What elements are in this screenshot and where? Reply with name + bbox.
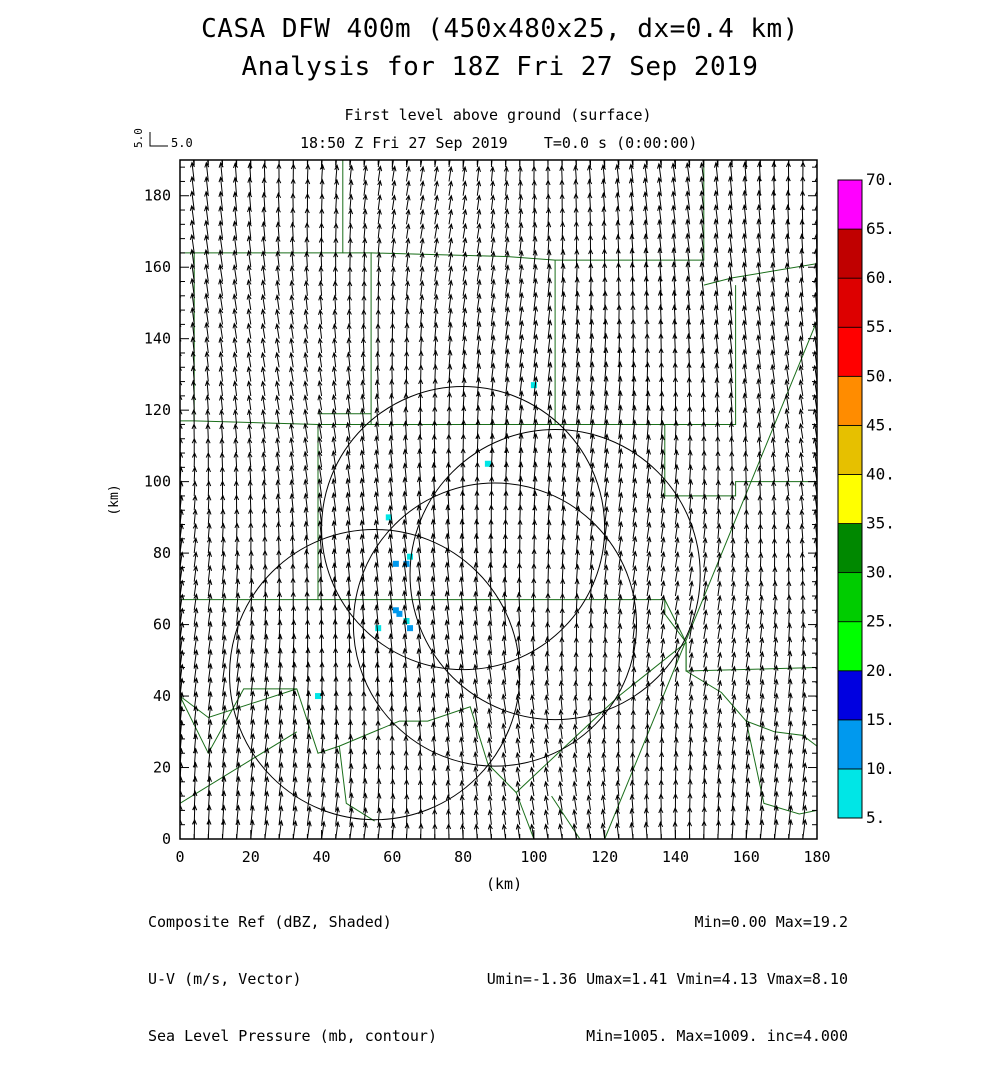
wind-vectors (180, 160, 817, 839)
colorbar-swatch (837, 326, 863, 377)
colorbar-label: 5. (866, 808, 885, 827)
x-tick-label: 60 (383, 848, 401, 866)
county-boundaries (180, 160, 817, 839)
colorbar-label: 30. (866, 563, 895, 582)
colorbar-label: 45. (866, 415, 895, 434)
field-legend: Composite Ref (dBZ, Shaded) U-V (m/s, Ve… (148, 875, 437, 1065)
colorbar-swatch (837, 375, 863, 426)
colorbar-swatch (837, 670, 863, 721)
reflectivity-cell (392, 607, 399, 614)
colorbar-label: 25. (866, 612, 895, 631)
reflectivity-cell (484, 460, 491, 467)
county-boundary-line (318, 285, 737, 425)
reflectivity-cell (375, 625, 382, 632)
range-circles (229, 386, 701, 821)
y-tick-label: 180 (144, 187, 171, 205)
x-tick-label: 80 (454, 848, 472, 866)
wind-vector-field (180, 160, 817, 839)
x-tick-label: 40 (313, 848, 331, 866)
field-reflectivity-label: Composite Ref (dBZ, Shaded) (148, 913, 392, 931)
y-tick-label: 40 (153, 687, 171, 705)
colorbar-label: 55. (866, 317, 895, 336)
colorbar-label: 60. (866, 268, 895, 287)
x-tick-label: 180 (803, 848, 830, 866)
colorbar: 5. 10. 15. 20. 25. 30. 35. 40. 45. 50. 55. 60. 65. 70… (837, 170, 895, 827)
reflectivity-cell (315, 693, 322, 700)
x-tick-label: 20 (242, 848, 260, 866)
colorbar-swatch (837, 424, 863, 475)
colorbar-swatch (837, 474, 863, 524)
colorbar-label: 70. (866, 170, 895, 189)
radar-range-circle (352, 482, 638, 767)
y-tick-label: 80 (153, 544, 171, 562)
colorbar-swatch (837, 768, 863, 819)
plot-axes: 0 20 40 60 80 100 120 140 160 180 0 20 40 60 80 100 120 1… (107, 159, 831, 866)
chart-canvas: 0 20 40 60 80 100 120 140 160 180 0 20 40 60 80 100 120 1… (107, 128, 895, 866)
x-tick-label: 100 (520, 848, 547, 866)
colorbar-swatch (837, 523, 863, 574)
colorbar-label: 35. (866, 514, 895, 533)
stats-pressure: Min=1005. Max=1009. inc=4.000 (586, 1027, 848, 1045)
county-boundary-line (338, 746, 375, 822)
stats-wind: Umin=-1.36 Umax=1.41 Vmin=4.13 Vmax=8.10 (486, 970, 848, 988)
reference-vector: 5.0 5.0 (132, 128, 193, 150)
colorbar-label: 10. (866, 759, 895, 778)
reference-vector-arrow (149, 132, 168, 147)
colorbar-swatch (837, 228, 863, 279)
stats-reflectivity: Min=0.00 Max=19.2 (694, 913, 848, 931)
x-axis-unit: (km) (486, 875, 523, 893)
colorbar-swatch (837, 277, 863, 328)
radar-range-circle (321, 386, 606, 671)
reflectivity-cell (530, 382, 537, 389)
x-tick-label: 160 (733, 848, 760, 866)
colorbar-label: 40. (866, 464, 895, 483)
county-boundary-line (664, 599, 817, 672)
reflectivity-cell (407, 553, 414, 560)
field-stats: Min=0.00 Max=19.2 Umin=-1.36 Umax=1.41 V… (487, 875, 848, 1065)
chart-title: CASA DFW 400m (450x480x25, dx=0.4 km) (201, 14, 799, 44)
county-boundary-line (180, 420, 319, 601)
colorbar-label: 15. (866, 710, 895, 729)
county-boundary-line (745, 720, 817, 815)
county-boundary-line (664, 424, 817, 497)
colorbar-label: 50. (866, 366, 895, 385)
county-boundary-line (318, 252, 372, 415)
radar-range-circle (409, 428, 701, 721)
county-boundary-line (604, 320, 817, 839)
y-axis-label: (km) (107, 484, 122, 515)
y-tick-label: 20 (153, 759, 171, 777)
chart-subtitle-analysis: Analysis for 18Z Fri 27 Sep 2019 (241, 52, 759, 82)
x-tick-label: 120 (591, 848, 618, 866)
colorbar-label: 65. (866, 219, 895, 238)
field-pressure-label: Sea Level Pressure (mb, contour) (148, 1027, 437, 1045)
colorbar-label: 20. (866, 661, 895, 680)
y-tick-label: 100 (144, 473, 171, 491)
reflectivity-cell (392, 560, 399, 567)
reference-vector-label-vertical: 5.0 (132, 128, 145, 148)
field-wind-label: U-V (m/s, Vector) (148, 970, 302, 988)
county-boundary-line (515, 792, 535, 839)
y-tick-label: 0 (162, 830, 171, 848)
colorbar-swatch (837, 719, 863, 770)
y-tick-label: 140 (144, 330, 171, 348)
x-tick-label: 0 (175, 848, 184, 866)
reference-vector-label-horizontal: 5.0 (171, 136, 193, 150)
plot-frame (179, 159, 818, 840)
colorbar-swatch (837, 179, 863, 230)
level-label: First level above ground (surface) (344, 106, 652, 124)
valid-time-label: 18:50 Z Fri 27 Sep 2019 T=0.0 s (0:00:00… (300, 134, 698, 152)
y-tick-label: 120 (144, 401, 171, 419)
radar-range-circle (229, 529, 521, 821)
x-tick-label: 140 (662, 848, 689, 866)
reflectivity-cell (407, 625, 414, 632)
county-boundary-line (180, 688, 297, 719)
colorbar-swatch (837, 621, 863, 672)
y-tick-label: 160 (144, 258, 171, 276)
colorbar-frame (837, 179, 863, 819)
colorbar-swatch (837, 572, 863, 623)
reflectivity-cell (396, 610, 403, 617)
reflectivity-cell (385, 514, 392, 521)
y-tick-label: 60 (153, 616, 171, 634)
